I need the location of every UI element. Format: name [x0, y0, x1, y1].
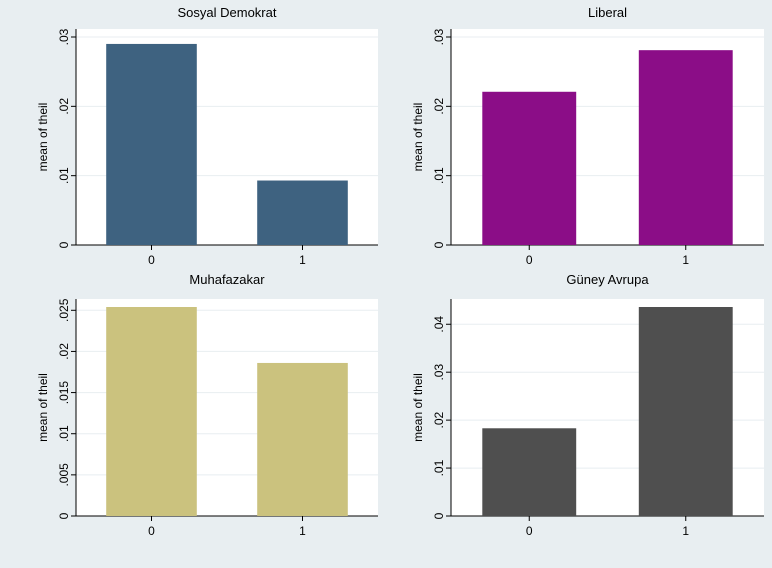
y-tick-label: .02: [57, 343, 71, 360]
x-tick-label: 1: [299, 253, 306, 267]
bar-0: [482, 91, 577, 245]
y-tick-label: .025: [57, 298, 71, 322]
bar-1: [638, 50, 733, 245]
y-axis-title: mean of theil: [36, 103, 50, 172]
y-tick-label: .03: [432, 28, 446, 45]
bar-1: [257, 180, 348, 245]
y-tick-label: .01: [432, 167, 446, 184]
bar-0: [106, 307, 197, 516]
y-tick-label: .01: [432, 459, 446, 476]
panel-title: Sosyal Demokrat: [178, 5, 277, 20]
x-tick-label: 0: [148, 253, 155, 267]
x-tick-label: 0: [526, 253, 533, 267]
panel-title: Muhafazakar: [189, 272, 265, 287]
panel-title: Güney Avrupa: [566, 272, 649, 287]
y-tick-label: .03: [57, 28, 71, 45]
y-tick-label: .01: [57, 425, 71, 442]
y-axis-title: mean of theil: [411, 373, 425, 442]
y-tick-label: .04: [432, 316, 446, 333]
chart-panel-1: 0 .01 .02 .03 0 1 Liberal mean of theil: [383, 2, 767, 267]
y-tick-label: .02: [432, 98, 446, 115]
y-axis-title: mean of theil: [411, 103, 425, 172]
x-tick-label: 0: [148, 524, 155, 538]
y-tick-label: 0: [57, 241, 71, 248]
y-tick-label: .03: [432, 364, 446, 381]
x-tick-label: 0: [526, 524, 533, 538]
chart-panel-2: 0 .005 .01 .015 .02 .025 0 1 Muhafazakar mean of …: [5, 269, 380, 538]
y-tick-label: .01: [57, 167, 71, 184]
bar-0: [482, 428, 577, 516]
bar-0: [106, 43, 197, 245]
y-tick-label: 0: [57, 512, 71, 519]
x-tick-label: 1: [682, 524, 689, 538]
y-tick-label: .005: [57, 463, 71, 487]
y-tick-label: .02: [432, 411, 446, 428]
y-tick-label: 0: [432, 512, 446, 519]
panels-container: 0 .01 .02 .03 0 1 Sosyal Demokrat mean of theil…: [5, 2, 767, 538]
chart-panel-0: 0 .01 .02 .03 0 1 Sosyal Demokrat mean of theil: [5, 2, 380, 267]
chart-panel-3: 0 .01 .02 .03 .04 0 1 Güney Avrupa mean of theil: [383, 269, 767, 538]
x-tick-label: 1: [682, 253, 689, 267]
x-tick-label: 1: [299, 524, 306, 538]
y-tick-label: .02: [57, 98, 71, 115]
y-tick-label: .015: [57, 381, 71, 405]
bar-1: [257, 362, 348, 516]
y-axis-title: mean of theil: [36, 373, 50, 442]
bar-1: [638, 307, 733, 516]
y-tick-label: 0: [432, 241, 446, 248]
panel-title: Liberal: [588, 5, 627, 20]
